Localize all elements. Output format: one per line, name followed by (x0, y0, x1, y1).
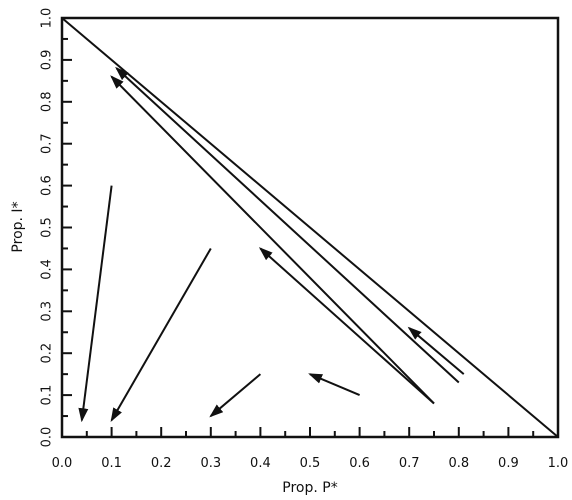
trajectory-arrow (78, 185, 113, 423)
diagonal-lines (61, 17, 559, 438)
x-tick-label: 1.0 (548, 456, 569, 471)
x-tick-label: 0.4 (250, 456, 271, 471)
x-tick-label: 0.0 (52, 456, 73, 471)
trajectory-arrow (110, 75, 435, 405)
y-tick-label: 0.3 (40, 301, 55, 322)
trajectory-arrow (115, 66, 460, 384)
diagonal-line (61, 17, 559, 438)
y-tick-label: 1.0 (40, 8, 55, 29)
y-tick-label: 0.4 (40, 259, 55, 280)
x-tick-label: 0.6 (349, 456, 370, 471)
y-tick-label: 0.7 (40, 133, 55, 154)
y-tick-label: 0.2 (40, 343, 55, 364)
x-tick-label: 0.7 (399, 456, 420, 471)
trajectory-arrow (209, 373, 262, 418)
x-tick-label: 0.1 (101, 456, 122, 471)
y-axis-ticks (62, 17, 72, 438)
x-axis-label: Prop. P* (282, 480, 337, 496)
y-tick-label: 0.6 (40, 175, 55, 196)
y-tick-label: 0.5 (40, 217, 55, 238)
y-tick-label: 0.1 (40, 385, 55, 406)
x-tick-label: 0.2 (151, 456, 172, 471)
y-tick-label: 0.0 (40, 427, 55, 448)
trajectory-arrow (258, 247, 435, 405)
y-axis-label: Prop. I* (10, 201, 26, 252)
trajectory-arrow (308, 373, 360, 397)
x-tick-label: 0.3 (200, 456, 221, 471)
trajectory-arrow (407, 326, 465, 375)
x-tick-label: 0.9 (498, 456, 519, 471)
x-tick-label: 0.5 (300, 456, 321, 471)
x-axis-ticks (61, 427, 559, 437)
trajectory-arrow (110, 247, 212, 422)
trajectory-arrows (78, 66, 465, 423)
y-axis-tick-labels: 0.0 0.1 0.2 0.3 0.4 0.5 0.6 0.7 0.8 0.9 1.0 (40, 8, 55, 448)
y-tick-label: 0.8 (40, 91, 55, 112)
x-tick-label: 0.8 (448, 456, 469, 471)
y-tick-label: 0.9 (40, 50, 55, 71)
x-axis-tick-labels: 0.0 0.1 0.2 0.3 0.4 0.5 0.6 0.7 0.8 0.9 1.0 (52, 456, 569, 471)
